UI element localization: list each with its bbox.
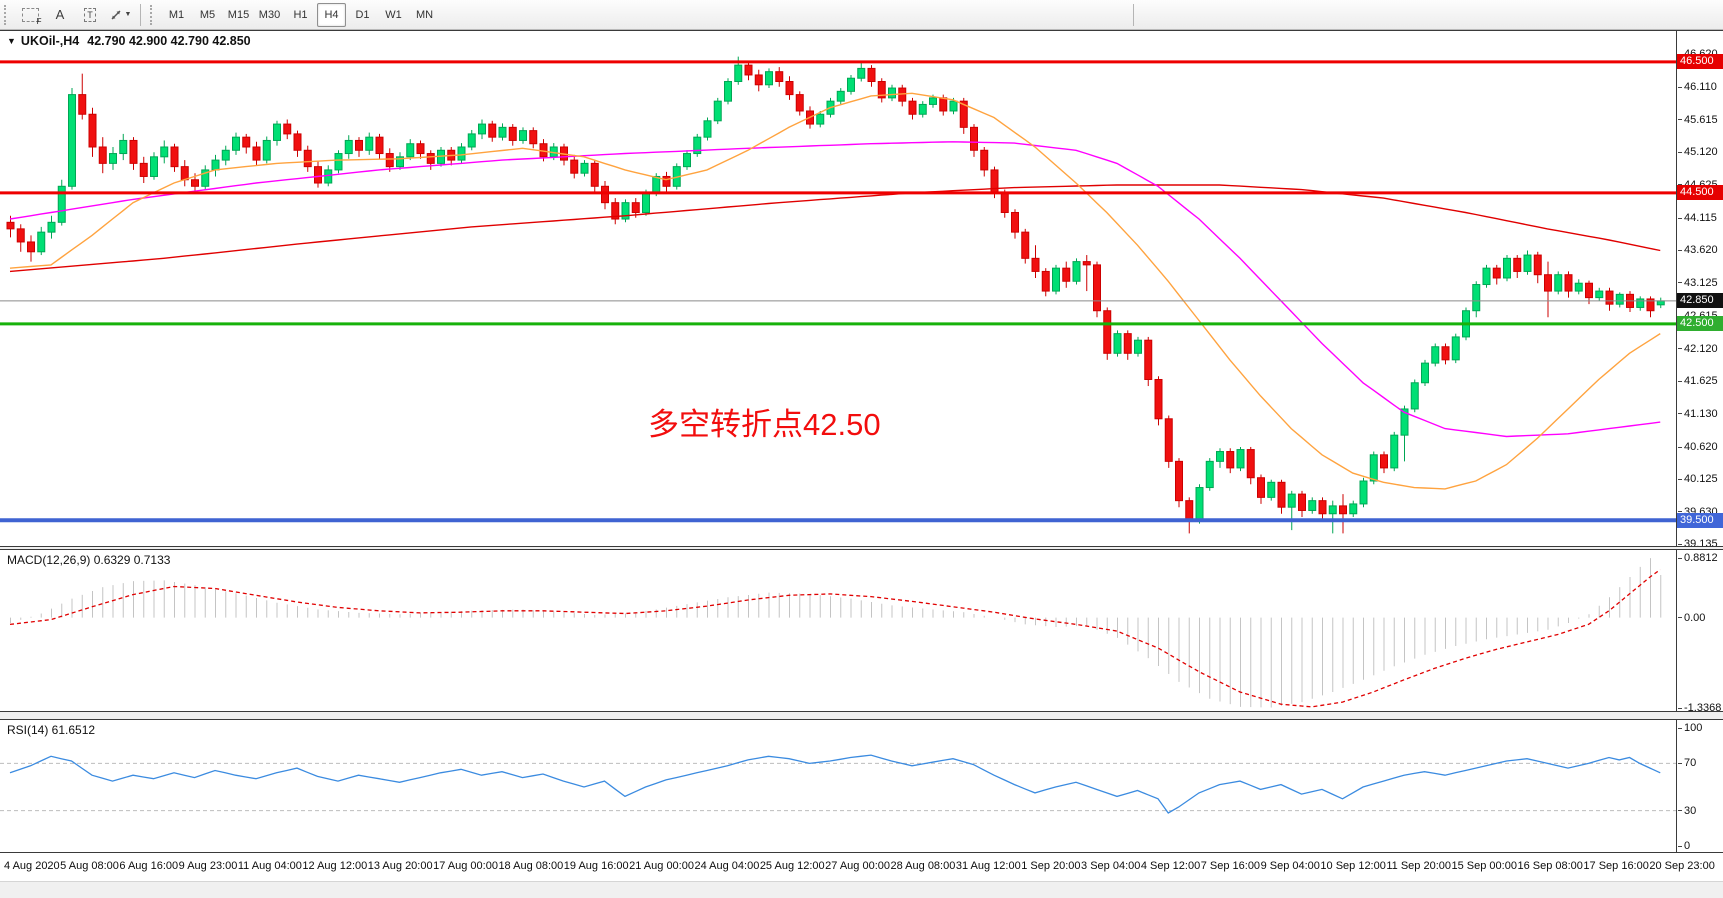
time-axis-label: 31 Aug 12:00 [955, 860, 1021, 872]
price-tick-label: 42.120 [1678, 342, 1718, 356]
time-axis-label: 10 Sep 12:00 [1320, 860, 1386, 872]
price-chart-panel[interactable]: ▼ UKOil-,H4 42.790 42.900 42.790 42.850 … [0, 30, 1723, 547]
time-axis-label: 12 Aug 12:00 [302, 860, 368, 872]
macd-panel[interactable]: MACD(12,26,9) 0.6329 0.7133 0.8812 0.00 -1… [0, 549, 1723, 712]
price-tick-label: 39.135 [1678, 537, 1718, 546]
tab-m1[interactable]: M1 [168, 8, 185, 21]
toolbar-separator-right [1133, 3, 1134, 26]
macd-signal-line [9, 569, 1661, 708]
text-label-tool-button[interactable]: A [46, 3, 74, 27]
price-tick-label: 40.125 [1678, 472, 1718, 486]
ma-fast-orange [9, 92, 1661, 490]
time-axis-label: 4 Aug 2020 [4, 860, 60, 872]
rsi-line [9, 754, 1661, 814]
time-axis[interactable]: 4 Aug 2020 5 Aug 08:00 6 Aug 16:00 9 Aug 23… [0, 853, 1723, 881]
ma-mid-magenta [9, 141, 1661, 438]
text-box-tool-button[interactable]: T [76, 3, 104, 27]
dashed-t-icon: T [84, 7, 96, 22]
macd-histogram [10, 558, 1662, 708]
ohlc-values: 42.790 42.900 42.790 42.850 [87, 34, 251, 48]
price-badge-39.500: 39.500 [1677, 512, 1723, 528]
macd-tick-label: 0.8812 [1678, 551, 1718, 565]
price-tick-label: 43.125 [1678, 276, 1718, 290]
tab-mn[interactable]: MN [415, 8, 434, 21]
price-badge-46.500: 46.500 [1677, 54, 1723, 70]
price-tick-label: 41.130 [1678, 407, 1718, 421]
time-axis-label: 28 Aug 08:00 [890, 860, 956, 872]
chevron-down-icon: ▼ [124, 11, 132, 18]
status-strip [0, 881, 1723, 898]
rsi-axis: 100 70 30 0 [1676, 720, 1723, 852]
time-axis-label: 21 Aug 00:00 [629, 860, 694, 872]
macd-tick-label: -1.3368 [1678, 701, 1721, 711]
price-tick-label: 45.615 [1678, 113, 1718, 127]
macd-label: MACD(12,26,9) 0.6329 0.7133 [7, 553, 171, 567]
time-axis-label: 13 Aug 20:00 [367, 860, 433, 872]
time-axis-label: 19 Aug 16:00 [563, 860, 629, 872]
symbol-timeframe-label: UKOil-,H4 [20, 34, 80, 48]
toolbar-grip[interactable] [4, 4, 10, 25]
time-axis-label: 9 Sep 04:00 [1260, 860, 1320, 872]
time-axis-label: 3 Sep 04:00 [1081, 860, 1141, 872]
time-axis-label: 5 Aug 08:00 [60, 860, 119, 872]
rsi-panel[interactable]: RSI(14) 61.6512 100 70 30 0 [0, 719, 1723, 853]
chart-annotation-text[interactable]: 多空转折点42.50 [648, 407, 881, 442]
macd-axis: 0.8812 0.00 -1.3368 [1676, 550, 1723, 711]
macd-tick-label: 0.00 [1678, 611, 1705, 625]
rsi-tick-label: 100 [1678, 721, 1702, 735]
rsi-plot[interactable] [0, 720, 1676, 852]
time-axis-label: 7 Sep 16:00 [1200, 860, 1261, 872]
symbol-dropdown-icon[interactable]: ▼ [7, 36, 16, 46]
candlestick-series [6, 56, 1665, 534]
time-axis-label: 11 Sep 20:00 [1386, 860, 1451, 872]
chart-title: ▼ UKOil-,H4 42.790 42.900 42.790 42.850 [7, 34, 251, 48]
rsi-tick-label: 0 [1678, 839, 1690, 852]
time-axis-label: 4 Sep 12:00 [1140, 860, 1201, 872]
tab-m30[interactable]: M30 [258, 8, 281, 21]
time-axis-label: 16 Sep 08:00 [1517, 860, 1583, 872]
dashed-box-f-icon: F [21, 7, 42, 26]
diagonal-arrows-icon [111, 10, 121, 19]
time-axis-label: 20 Sep 23:00 [1649, 860, 1715, 872]
time-axis-label: 11 Aug 04:00 [237, 860, 302, 872]
pointer-tool-button[interactable]: F [16, 3, 44, 27]
time-axis-label: 9 Aug 23:00 [178, 860, 238, 872]
top-toolbar: F A T ▼ M1 M5 M15 M30 H1 H4 D1 W1 MN [0, 0, 1723, 30]
price-tick-label: 44.115 [1678, 211, 1717, 225]
rsi-tick-label: 30 [1678, 804, 1696, 818]
arrows-tool-button[interactable]: ▼ [106, 3, 134, 27]
tab-d1[interactable]: D1 [355, 8, 370, 21]
rsi-tick-label: 70 [1678, 756, 1696, 770]
toolbar-grip2[interactable] [150, 4, 156, 25]
price-badge-42.500: 42.500 [1677, 316, 1723, 332]
candlestick-plot[interactable] [0, 31, 1676, 546]
price-tick-label: 41.625 [1678, 374, 1718, 388]
time-axis-label: 1 Sep 20:00 [1021, 860, 1081, 872]
price-axis[interactable]: 46.62046.11045.61545.12044.62544.11543.6… [1676, 31, 1723, 546]
tab-w1[interactable]: W1 [385, 8, 402, 21]
price-tick-label: 43.620 [1678, 243, 1718, 257]
time-axis-label: 25 Aug 12:00 [759, 860, 825, 872]
time-axis-label: 17 Sep 16:00 [1583, 860, 1649, 872]
price-tick-label: 40.620 [1678, 440, 1718, 454]
tab-m5[interactable]: M5 [199, 8, 216, 21]
toolbar-separator [140, 3, 141, 26]
macd-plot[interactable] [0, 550, 1676, 711]
time-axis-label: 24 Aug 04:00 [694, 860, 760, 872]
price-tick-label: 45.120 [1678, 145, 1718, 159]
letter-a-icon: A [55, 7, 65, 22]
price-tick-label: 46.110 [1678, 80, 1717, 94]
time-axis-label: 18 Aug 08:00 [498, 860, 564, 872]
time-axis-label: 15 Sep 00:00 [1451, 860, 1517, 872]
time-axis-label: 27 Aug 00:00 [825, 860, 890, 872]
tab-h4[interactable]: H4 [317, 2, 346, 27]
time-axis-label: 17 Aug 00:00 [433, 860, 498, 872]
tab-h1[interactable]: H1 [293, 8, 308, 21]
rsi-label: RSI(14) 61.6512 [7, 723, 96, 737]
price-badge-42.850: 42.850 [1677, 293, 1723, 309]
time-axis-label: 6 Aug 16:00 [119, 860, 179, 872]
price-badge-44.500: 44.500 [1677, 185, 1723, 201]
ma-slow-red [9, 184, 1661, 273]
tab-m15[interactable]: M15 [227, 8, 250, 21]
